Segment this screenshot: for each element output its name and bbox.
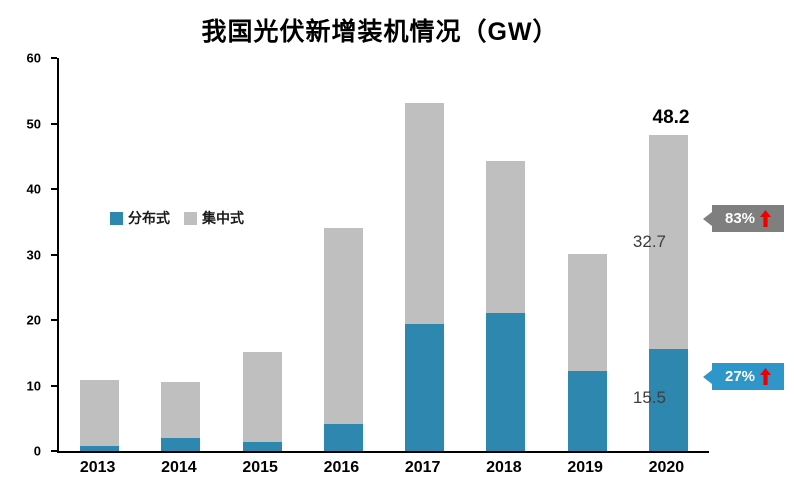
bar-stack-2019 <box>567 58 607 451</box>
bar-segment-集中式-2015 <box>242 352 282 442</box>
bar-segment-集中式-2016 <box>323 227 363 424</box>
bar-segment-分布式-2013 <box>80 445 120 451</box>
bar-column-2020 <box>628 58 709 451</box>
y-tick-label-50: 50 <box>26 116 41 131</box>
y-tick-label-10: 10 <box>26 378 41 394</box>
legend-label: 分布式 <box>128 210 170 226</box>
bar-segment-分布式-2014 <box>161 437 201 451</box>
y-tick-label-30: 30 <box>26 247 41 262</box>
legend-label: 集中式 <box>202 210 244 226</box>
x-tick-label-2018: 2018 <box>486 459 522 476</box>
bar-column-2017 <box>384 58 465 451</box>
x-tick-label-2017: 2017 <box>404 459 441 476</box>
y-tick-mark <box>51 122 57 125</box>
y-tick-label-20: 20 <box>26 312 41 328</box>
up-arrow-icon <box>760 210 772 227</box>
bar-segment-分布式-2019 <box>567 371 607 451</box>
growth-badge-centralized-label: 83% <box>724 210 756 227</box>
bar-segment-分布式-2015 <box>242 441 282 451</box>
x-tick-label-2015: 2015 <box>242 459 278 476</box>
bar-column-2019 <box>547 58 628 451</box>
growth-badge-distributed-label: 27% <box>724 368 756 385</box>
annotation-2020-total: 48.2 <box>652 107 690 128</box>
bar-segment-集中式-2019 <box>567 253 607 372</box>
y-tick-label-60: 60 <box>26 50 41 66</box>
bar-stack-2013 <box>80 58 120 451</box>
growth-badge-distributed: 27% <box>712 363 784 390</box>
bar-segment-集中式-2014 <box>161 381 201 438</box>
x-tick-label-2013: 2013 <box>79 459 116 476</box>
y-tick-mark <box>51 450 57 452</box>
bar-column-2015 <box>222 58 303 451</box>
chart-title: 我国光伏新增装机情况（GW） <box>201 18 559 46</box>
y-tick-mark <box>51 57 57 59</box>
x-tick-label-2019: 2019 <box>567 459 603 476</box>
bar-segment-分布式-2016 <box>323 423 363 451</box>
legend-swatch <box>110 211 123 225</box>
y-tick-label-40: 40 <box>26 181 41 197</box>
y-tick-mark <box>51 188 57 191</box>
bar-stack-2015 <box>242 58 282 451</box>
bar-segment-分布式-2018 <box>486 313 526 451</box>
legend-item-分布式: 分布式 <box>110 208 170 228</box>
growth-badge-centralized: 83% <box>712 205 784 232</box>
x-tick-label-2014: 2014 <box>161 459 197 476</box>
x-tick-label-2020: 2020 <box>648 459 685 476</box>
bar-stack-2020 <box>648 58 688 451</box>
y-tick-mark <box>51 319 57 322</box>
bar-segment-分布式-2020 <box>648 349 688 451</box>
y-tick-label-0: 0 <box>33 443 41 459</box>
legend-swatch <box>184 211 197 225</box>
annotation-2020-centralized: 32.7 <box>632 232 666 251</box>
bar-column-2014 <box>140 58 221 451</box>
bar-stack-2014 <box>161 58 201 451</box>
bar-column-2016 <box>303 58 384 451</box>
x-axis: 2013 2014 2015 2016 2017 2018 2019 2020 <box>57 459 707 477</box>
bar-segment-集中式-2018 <box>486 160 526 314</box>
plot-area <box>57 58 709 453</box>
bar-column-2013 <box>59 58 140 451</box>
bar-stack-2018 <box>486 58 526 451</box>
bar-segment-集中式-2013 <box>80 379 120 446</box>
legend: 分布式 集中式 <box>110 208 244 228</box>
bar-stack-2017 <box>405 58 445 451</box>
bar-column-2018 <box>465 58 546 451</box>
bar-segment-集中式-2017 <box>405 103 445 324</box>
up-arrow-icon <box>760 368 772 385</box>
legend-item-集中式: 集中式 <box>184 208 244 228</box>
bar-segment-集中式-2020 <box>648 135 688 350</box>
x-tick-label-2016: 2016 <box>323 459 360 476</box>
bar-stack-2016 <box>323 58 363 451</box>
bar-segment-分布式-2017 <box>405 323 445 451</box>
y-tick-mark <box>51 253 57 256</box>
annotation-2020-distributed: 15.5 <box>632 388 666 407</box>
y-tick-mark <box>51 384 57 387</box>
y-axis: 0 10 20 30 40 50 60 <box>0 52 57 458</box>
